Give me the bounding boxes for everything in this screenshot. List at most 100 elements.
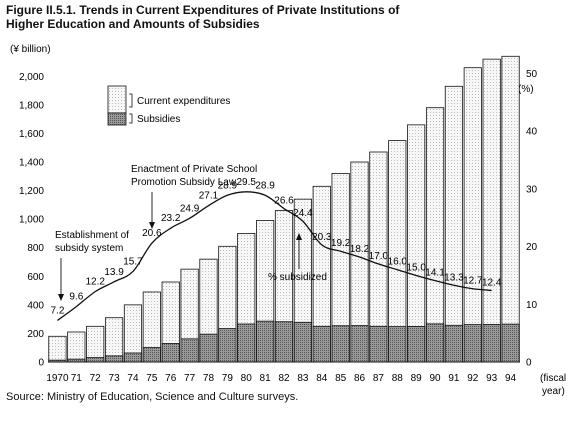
x-tick-label: 77 [184, 373, 196, 384]
x-tick-label: 87 [373, 373, 385, 384]
left-axis-unit: (¥ billion) [10, 44, 51, 55]
x-tick-label: 86 [354, 373, 366, 384]
bar-subsidies-77 [180, 338, 199, 363]
bar-subsidies-87 [369, 325, 388, 363]
bar-subsidies-76 [161, 343, 180, 363]
bar-subsidies-85 [331, 325, 350, 363]
bar-expenditures-91 [444, 85, 464, 363]
line-value-label: 13.9 [104, 267, 124, 278]
bar-subsidies-83 [293, 321, 312, 363]
x-tick-label: 74 [127, 373, 139, 384]
line-value-label: 29.5 [237, 177, 257, 188]
bar-subsidies-91 [444, 324, 464, 363]
bar-expenditures-94 [501, 55, 520, 363]
annotation-enactment-arrowhead [149, 222, 155, 229]
line-value-label: 17.0 [369, 251, 389, 262]
bar-expenditures-92 [463, 67, 482, 363]
bar-subsidies-80 [237, 323, 256, 363]
bar-subsidies-75 [142, 347, 161, 363]
y2-tick-label: 10 [526, 300, 538, 311]
x-tick-label: 73 [109, 373, 121, 384]
source-note: Source: Ministry of Education, Science a… [6, 391, 299, 403]
annotation-enactment: Enactment of Private School Promotion Su… [131, 164, 257, 229]
legend: Current expenditures Subsidies [107, 85, 230, 126]
bar-subsidies-73 [104, 355, 124, 363]
annotation-establishment-line1: Establishment of [55, 230, 129, 241]
x-tick-label: 79 [222, 373, 234, 384]
line-value-label: 19.2 [331, 238, 351, 249]
figure-title-line1: Figure II.5.1. Trends in Current Expendi… [6, 3, 400, 17]
y2-tick-label: 40 [526, 127, 538, 138]
y-tick-label: 2,000 [19, 72, 44, 83]
x-tick-label: 93 [486, 373, 498, 384]
line-value-label: 12.2 [85, 277, 105, 288]
y-tick-label: 1,200 [19, 186, 44, 197]
bar-subsidies-79 [218, 328, 237, 363]
annotation-establishment: Establishment of subsidy system [55, 230, 129, 301]
x-tick-label: 92 [467, 373, 479, 384]
line-value-label: 24.4 [293, 208, 313, 219]
bar-subsidies-81 [256, 320, 275, 363]
y-tick-label: 1,400 [19, 158, 44, 169]
y2-tick-label: 30 [526, 184, 538, 195]
line-label-arrowhead [296, 233, 302, 240]
x-tick-label: 1970 [46, 373, 69, 384]
bar-expenditures-71 [67, 331, 86, 363]
bar-subsidies-78 [199, 333, 218, 363]
x-tick-label: 72 [90, 373, 102, 384]
x-tick-label: 71 [71, 373, 83, 384]
bar-expenditures-93 [482, 58, 501, 363]
x-tick-label: 83 [297, 373, 309, 384]
right-axis-unit: (%) [518, 84, 534, 95]
line-value-label: 15.0 [406, 262, 426, 273]
y-tick-label: 600 [27, 272, 44, 283]
y-tick-label: 1,600 [19, 129, 44, 140]
line-percent-subsidized [57, 191, 492, 321]
line-value-label: 23.2 [161, 213, 181, 224]
legend-bracket [129, 93, 133, 124]
bar-subsidies-93 [482, 324, 501, 363]
bar-subsidies-86 [350, 325, 369, 363]
y-tick-label: 0 [38, 358, 44, 369]
line-value-label: 26.6 [274, 196, 294, 207]
bar-subsidies-84 [312, 325, 331, 363]
line-value-label: 27.1 [199, 191, 219, 202]
x-tick-label: 76 [165, 373, 177, 384]
line-value-label: 12.4 [482, 277, 502, 288]
x-tick-label: 89 [411, 373, 423, 384]
line-value-label: 18.2 [350, 244, 370, 255]
y-tick-label: 1,000 [19, 215, 44, 226]
line-value-label: 16.0 [388, 257, 408, 268]
x-tick-label: 81 [260, 373, 272, 384]
annotation-establishment-arrowhead [58, 294, 64, 301]
legend-swatch-expenditures [107, 85, 127, 114]
annotation-establishment-line2: subsidy system [55, 243, 123, 254]
x-tick-label: 75 [146, 373, 158, 384]
bar-subsidies-92 [463, 324, 482, 363]
annotation-line-label: % subsidized [268, 233, 327, 283]
bar-expenditures-72 [86, 325, 105, 363]
x-tick-label: 85 [335, 373, 347, 384]
y-tick-label: 800 [27, 243, 44, 254]
line-value-label: 24.9 [180, 203, 200, 214]
x-tick-label: 78 [203, 373, 215, 384]
y2-tick-label: 50 [526, 69, 538, 80]
x-tick-label: 84 [316, 373, 328, 384]
figure-title: Figure II.5.1. Trends in Current Expendi… [6, 3, 546, 31]
bar-subsidies-90 [425, 323, 445, 363]
bar-subsidies-89 [407, 326, 426, 363]
y2-tick-label: 0 [526, 358, 532, 369]
line-value-label: 28.9 [218, 180, 238, 191]
annotation-enactment-line1: Enactment of Private School [131, 164, 257, 175]
x-tick-label: 94 [505, 373, 517, 384]
line-value-label: 12.7 [463, 276, 483, 287]
line-value-label: 13.3 [444, 272, 464, 283]
line-series-label: % subsidized [268, 272, 327, 283]
x-tick-label: 82 [278, 373, 290, 384]
bar-expenditures-1970 [48, 335, 67, 363]
bar-subsidies-74 [123, 352, 143, 363]
bar-expenditures-73 [104, 317, 124, 363]
line-value-label: 9.6 [69, 292, 83, 303]
line-value-label: 20.3 [312, 232, 332, 243]
